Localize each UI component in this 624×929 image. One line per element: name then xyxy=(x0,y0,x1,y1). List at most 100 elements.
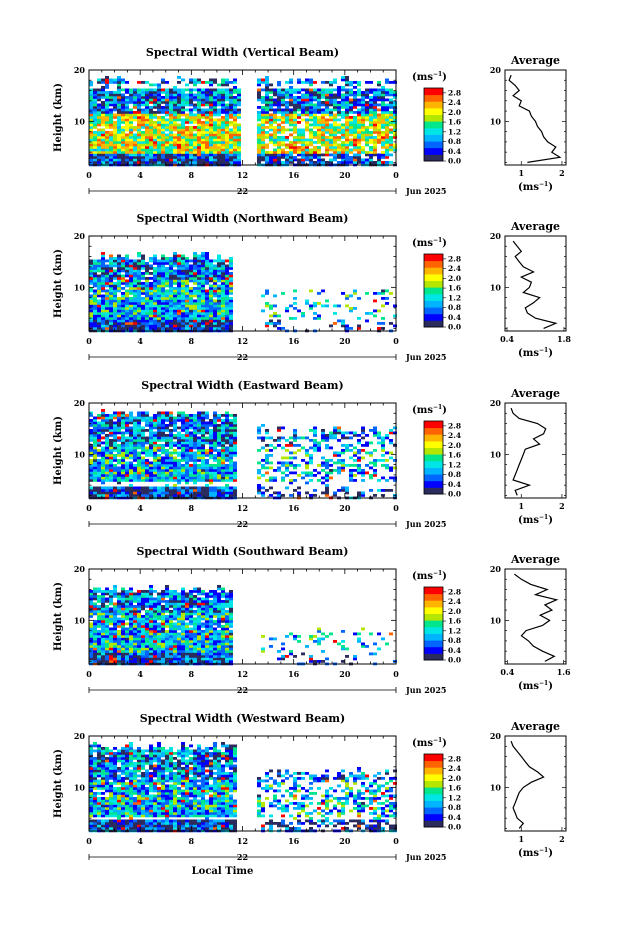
heatmap-cell xyxy=(117,429,121,432)
heatmap-cell xyxy=(265,289,269,293)
heatmap-cell xyxy=(157,267,161,270)
heatmap-cell xyxy=(109,98,113,102)
heatmap-cell xyxy=(349,143,353,147)
heatmap-cell xyxy=(117,309,121,313)
heatmap-cell xyxy=(213,424,217,427)
heatmap-cell xyxy=(273,128,277,132)
heatmap-cell xyxy=(185,158,189,162)
heatmap-cell xyxy=(129,414,133,417)
heatmap-cell xyxy=(125,121,129,124)
heatmap-cell xyxy=(385,123,389,127)
heatmap-cell xyxy=(101,136,105,139)
heatmap-cell xyxy=(137,471,141,475)
heatmap-cell xyxy=(205,464,209,467)
heatmap-cell xyxy=(273,446,277,450)
heatmap-cell xyxy=(133,158,137,162)
heatmap-cell xyxy=(125,259,129,263)
heatmap-cell xyxy=(141,304,145,308)
heatmap-cell xyxy=(161,436,165,440)
heatmap-cell xyxy=(225,419,229,422)
heatmap-cell xyxy=(217,464,221,467)
heatmap-cell xyxy=(321,113,325,117)
heatmap-cell xyxy=(225,264,229,268)
heatmap-cell xyxy=(101,151,105,154)
heatmap-cell xyxy=(125,476,129,480)
heatmap-cell xyxy=(377,123,381,127)
heatmap-cell xyxy=(369,81,373,84)
heatmap-cell xyxy=(313,151,317,154)
heatmap-cell xyxy=(209,111,213,114)
heatmap-cell xyxy=(217,96,221,99)
heatmap-cell xyxy=(313,469,317,472)
heatmap-cell xyxy=(133,327,137,330)
heatmap-cell xyxy=(97,486,101,490)
heatmap-cell xyxy=(209,309,213,313)
heatmap-cell xyxy=(125,151,129,154)
heatmap-cell xyxy=(169,269,173,273)
heatmap-cell xyxy=(225,91,229,94)
heatmap-cell xyxy=(113,317,117,320)
heatmap-cell xyxy=(317,471,321,475)
heatmap-cell xyxy=(189,466,193,470)
heatmap-cell xyxy=(333,78,337,82)
heatmap-cell xyxy=(313,431,317,435)
heatmap-cell xyxy=(129,429,133,432)
heatmap-cell xyxy=(173,436,177,440)
heatmap-cell xyxy=(333,143,337,147)
heatmap-cell xyxy=(133,136,137,139)
heatmap-cell xyxy=(169,116,173,119)
heatmap-cell xyxy=(169,98,173,102)
heatmap-cell xyxy=(313,317,317,320)
heatmap-cell xyxy=(121,93,125,97)
heatmap-cell xyxy=(225,471,229,475)
heatmap-cell xyxy=(169,304,173,308)
heatmap-cell xyxy=(293,289,297,293)
heatmap-cell xyxy=(113,474,117,477)
heatmap-cell xyxy=(105,282,109,285)
heatmap-cell xyxy=(161,143,165,147)
heatmap-cell xyxy=(333,81,337,84)
heatmap-cell xyxy=(117,461,121,465)
heatmap-cell xyxy=(157,424,161,427)
heatmap-cell xyxy=(309,456,313,460)
panel-title: Spectral Width (Northward Beam) xyxy=(137,212,349,225)
heatmap-cell xyxy=(197,101,201,104)
heatmap-cell xyxy=(101,471,105,475)
heatmap-cell xyxy=(189,434,193,437)
heatmap-cell xyxy=(281,471,285,475)
heatmap-cell xyxy=(329,146,333,149)
heatmap-cell xyxy=(97,459,101,462)
heatmap-cell xyxy=(209,143,213,147)
heatmap-cell xyxy=(301,108,305,112)
heatmap-cell xyxy=(105,146,109,149)
heatmap-cell xyxy=(145,269,149,273)
heatmap-cell xyxy=(301,151,305,154)
heatmap-cell xyxy=(133,304,137,308)
heatmap-cell xyxy=(105,302,109,305)
heatmap-cell xyxy=(329,123,333,127)
heatmap-cell xyxy=(221,486,225,490)
heatmap-cell xyxy=(213,161,217,164)
heatmap-cell xyxy=(89,309,93,313)
heatmap-cell xyxy=(209,118,213,122)
heatmap-cell xyxy=(305,146,309,149)
heatmap-cell xyxy=(317,96,321,99)
heatmap-cell xyxy=(269,153,273,157)
heatmap-cell xyxy=(293,456,297,460)
heatmap-cell xyxy=(357,108,361,112)
average-y-tick-label: 10 xyxy=(490,116,502,126)
heatmap-cell xyxy=(277,103,281,107)
heatmap-cell xyxy=(365,96,369,99)
heatmap-cell xyxy=(185,279,189,283)
heatmap-cell xyxy=(321,88,325,92)
heatmap-cell xyxy=(93,93,97,97)
heatmap-cell xyxy=(261,128,265,132)
heatmap-cell xyxy=(217,257,221,260)
heatmap-cell xyxy=(329,91,333,94)
heatmap-cell xyxy=(145,491,149,495)
heatmap-cell xyxy=(165,262,169,265)
heatmap-cell xyxy=(149,113,153,117)
heatmap-cell xyxy=(101,81,105,84)
heatmap-cell xyxy=(185,317,189,320)
heatmap-cell xyxy=(353,98,357,102)
